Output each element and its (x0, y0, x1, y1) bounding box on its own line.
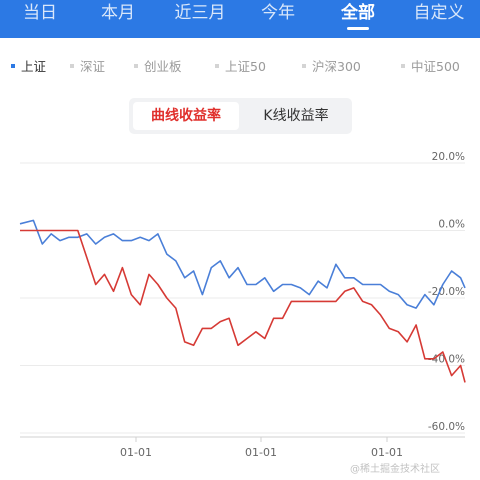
tab-custom[interactable]: 自定义 (404, 0, 474, 30)
strategy-return-line (20, 229, 466, 383)
square-dot-icon (70, 63, 74, 68)
tab-this-month-label: 本月 (101, 3, 135, 23)
active-tab-indicator (347, 27, 369, 30)
index-tab-label: 沪深300 (312, 59, 361, 74)
square-dot-icon (401, 63, 405, 68)
watermark-text: @稀土掘金技术社区 (350, 464, 440, 475)
index-tab-csi300[interactable]: 沪深300 (302, 58, 361, 76)
return-type-toggle: 曲线收益率 K线收益率 (129, 98, 352, 134)
kline-return-button[interactable]: K线收益率 (263, 108, 329, 124)
y-tick-label: -20.0% (428, 286, 465, 298)
tab-last-three-months[interactable]: 近三月 (162, 0, 238, 30)
index-tab-shanghai[interactable]: 上证 (11, 58, 46, 76)
period-tab-bar: 当日 本月 近三月 今年 全部 自定义 (0, 0, 480, 38)
y-tick-label: 0.0% (438, 219, 465, 231)
tab-custom-label: 自定义 (413, 3, 465, 23)
x-tick-label: 01-01 (245, 446, 277, 459)
curve-return-button[interactable]: 曲线收益率 (133, 102, 239, 130)
square-dot-icon (302, 63, 306, 68)
tab-this-month[interactable]: 本月 (86, 0, 150, 30)
index-tab-label: 创业板 (144, 59, 182, 74)
tab-today[interactable]: 当日 (8, 0, 72, 30)
y-tick-label: -60.0% (428, 421, 465, 433)
index-tab-label: 中证500 (411, 59, 460, 74)
index-tab-shenzhen[interactable]: 深证 (70, 58, 105, 76)
square-dot-icon (215, 63, 219, 68)
index-tab-label: 上证 (21, 59, 47, 74)
tab-this-year[interactable]: 今年 (246, 0, 310, 30)
index-return-line (19, 219, 466, 309)
tab-this-year-label: 今年 (261, 3, 295, 23)
index-tab-chinext[interactable]: 创业板 (134, 58, 182, 76)
index-tab-sse50[interactable]: 上证50 (215, 58, 266, 76)
index-tab-label: 深证 (80, 59, 106, 74)
square-dot-icon (134, 63, 138, 68)
return-line-chart: 20.0%0.0%-20.0%-40.0%-60.0%01-01 01-01 01-… (19, 151, 466, 459)
square-dot-icon (11, 63, 15, 68)
tab-all[interactable]: 全部 (326, 0, 390, 30)
tab-last-three-months-label: 近三月 (174, 3, 226, 23)
index-tab-label: 上证50 (225, 59, 266, 74)
index-tab-bar: 上证 深证 创业板 上证50 沪深300 中证500 (0, 38, 480, 94)
index-tab-csi500[interactable]: 中证500 (401, 58, 460, 76)
tab-today-label: 当日 (23, 3, 57, 23)
x-tick-label: 01-01 (120, 446, 152, 459)
tab-all-label: 全部 (341, 3, 375, 23)
x-tick-label: 01-01 (371, 446, 403, 459)
y-tick-label: 20.0% (432, 151, 465, 163)
